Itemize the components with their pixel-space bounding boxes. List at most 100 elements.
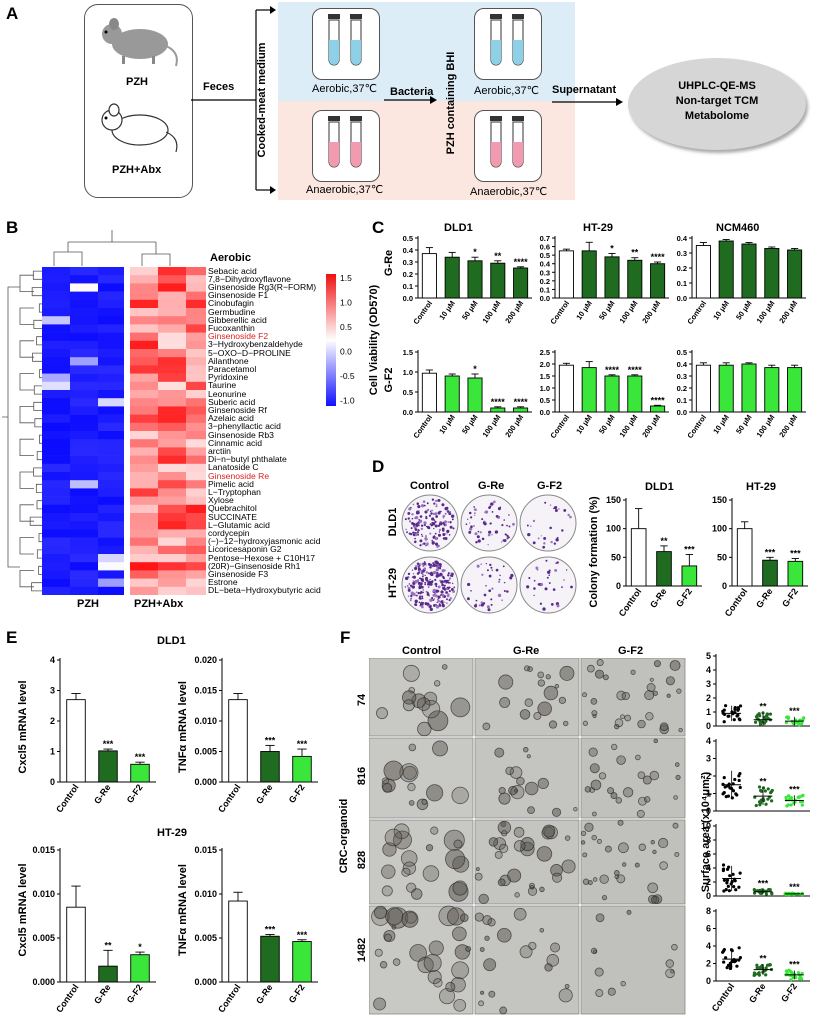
- colony: [548, 574, 551, 576]
- colony: [481, 573, 484, 576]
- heatmap-row-label: 3−phenyllactic acid: [208, 421, 281, 432]
- heatmap-row-label: Fucoxanthin: [208, 323, 255, 333]
- colony: [432, 593, 436, 597]
- colony: [494, 530, 499, 534]
- x-tick-label: 200 μM: [777, 413, 799, 439]
- organoid: [381, 885, 393, 897]
- colony: [481, 537, 485, 541]
- organoid: [501, 830, 508, 837]
- bacteria-label: Bacteria: [390, 86, 434, 98]
- organoid: [524, 781, 539, 796]
- heatmap-cell: [130, 373, 158, 383]
- heatmap-cell: [158, 332, 186, 342]
- y-tick-label: 0: [722, 581, 727, 591]
- colony: [447, 572, 450, 575]
- heatmap-cell: [130, 496, 158, 506]
- y-tick-label: 0.4: [677, 360, 688, 369]
- heatmap-cell: [98, 586, 124, 595]
- heatmap-title: Aerobic: [210, 252, 251, 264]
- colony: [504, 533, 507, 536]
- organoid: [584, 822, 594, 832]
- heatmap-cell: [186, 488, 206, 497]
- bar: [444, 375, 460, 413]
- colony: [555, 562, 558, 565]
- x-tick-label: 50 μM: [734, 299, 754, 322]
- colony: [497, 593, 502, 598]
- heatmap-cell: [70, 349, 98, 358]
- colony: [429, 523, 432, 526]
- organoid: [499, 696, 511, 708]
- bar: [650, 405, 666, 413]
- colony: [430, 563, 433, 566]
- colony: [554, 506, 558, 510]
- heatmap-cell: [70, 422, 98, 432]
- y-tick-label: 0.005: [32, 933, 55, 943]
- data-point: [724, 888, 728, 892]
- heatmap-cell: [186, 529, 206, 538]
- colony: [450, 587, 454, 591]
- organoid: [505, 766, 514, 776]
- colony: [426, 591, 429, 594]
- organoid: [545, 674, 551, 680]
- heatmap-cell: [186, 390, 206, 399]
- heatmap-cell: [42, 431, 70, 440]
- y-tick-label: 3: [706, 754, 711, 764]
- heatmap-row-label: Di−n−butyl phthalate: [208, 454, 287, 465]
- colony: [533, 579, 536, 582]
- data-point: [798, 977, 802, 981]
- organoid: [544, 963, 553, 972]
- data-point: [736, 713, 740, 717]
- colony: [417, 533, 420, 536]
- heatmap-cell: [70, 406, 98, 415]
- colony: [477, 539, 481, 543]
- colorbar: 1.5 1.0 0.5 0.0 -0.5 -1.0: [326, 273, 355, 406]
- colony: [467, 582, 471, 587]
- organoid: [422, 865, 440, 882]
- colony: [561, 586, 563, 589]
- colony: [421, 595, 424, 598]
- colony: [569, 515, 572, 519]
- data-point: [789, 978, 793, 982]
- colony: [499, 506, 502, 509]
- organoid: [671, 943, 678, 951]
- organoid: [483, 958, 497, 972]
- heatmap-cell: [98, 324, 124, 333]
- heatmap-cell: [42, 521, 70, 530]
- y-tick-label: 0.0: [540, 408, 550, 417]
- heatmap-cell: [42, 373, 70, 383]
- data-point: [757, 971, 761, 975]
- colony: [561, 529, 564, 532]
- x-tick-label: 100 μM: [617, 299, 639, 325]
- organoid: [607, 787, 615, 795]
- organoid: [543, 685, 559, 701]
- colony: [410, 591, 414, 595]
- heatmap-cell: [186, 267, 206, 276]
- data-point: [797, 722, 802, 726]
- colony: [444, 569, 447, 572]
- colony: [468, 530, 472, 534]
- colony: [565, 569, 568, 571]
- colony: [530, 525, 532, 528]
- heatmap-cell: [186, 308, 206, 317]
- heatmap-cell: [186, 398, 206, 407]
- colony: [433, 598, 436, 600]
- colony: [483, 593, 487, 597]
- colony: [442, 528, 445, 531]
- organoid: [382, 782, 393, 793]
- colony: [426, 509, 429, 512]
- colony: [443, 520, 448, 524]
- y-tick-label: 0.1: [403, 282, 413, 291]
- organoid: [561, 859, 576, 874]
- e-title-dld1: DLD1: [157, 635, 186, 647]
- colony: [425, 539, 427, 542]
- heatmap-cell: [186, 537, 206, 547]
- organoid: [482, 722, 491, 731]
- bar: [581, 367, 597, 413]
- colony: [419, 602, 424, 606]
- heatmap-cell: [70, 381, 98, 391]
- data-point: [766, 716, 770, 720]
- y-tick-label: 0.1: [677, 396, 687, 405]
- colony: [414, 603, 418, 607]
- chart-d-dld1: 0 50 100 150 Control ** G-Re *** G-F2: [606, 495, 702, 618]
- organoid: [507, 868, 522, 883]
